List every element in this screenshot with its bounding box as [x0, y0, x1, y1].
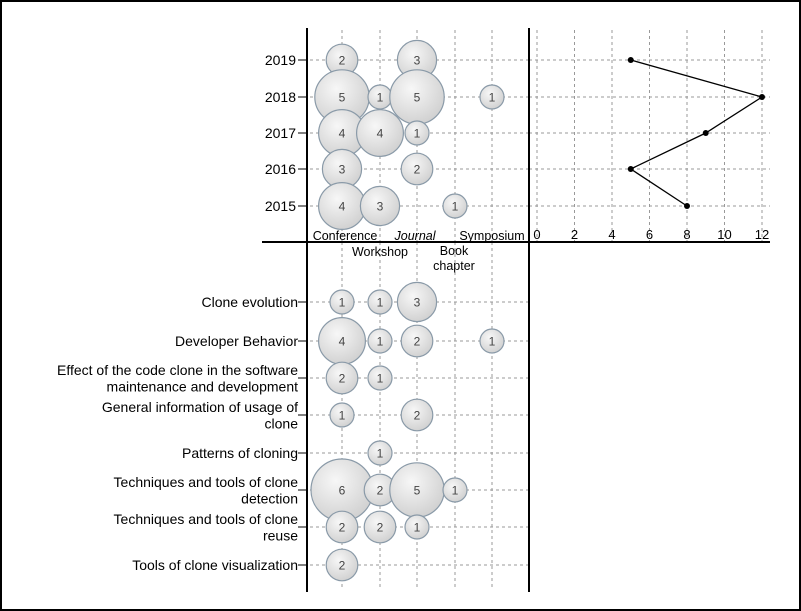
- bubble-2015-conference-label: 4: [339, 200, 346, 214]
- bubble-topic2-workshop-label: 1: [377, 372, 384, 386]
- bubble-topic2-conference-label: 2: [339, 372, 346, 386]
- bubble-2015-book-chapter: [442, 193, 468, 219]
- bubble-topic7-conference-label: 2: [339, 559, 346, 573]
- year-total-point-2016: [627, 166, 634, 172]
- bubble-topic0-conference: [329, 289, 355, 315]
- bubble-2017-workshop: [356, 108, 405, 157]
- year-total-point-2017: [702, 130, 709, 136]
- bubble-topic0-journal: [396, 281, 438, 323]
- bubble-topic6-conference-label: 2: [339, 521, 346, 535]
- year-label-2016: 2016: [265, 161, 296, 177]
- venue-label-workshop: Workshop: [352, 245, 408, 259]
- bubble-topic0-workshop: [367, 289, 393, 315]
- bubble-topic6-workshop: [363, 510, 397, 544]
- bubble-2016-journal: [400, 152, 434, 186]
- x-tick-label: 8: [683, 227, 690, 242]
- venue-label-journal: Journal: [394, 229, 437, 243]
- bubble-2015-workshop-label: 3: [377, 200, 384, 214]
- venue-label-conference: Conference: [313, 229, 378, 243]
- year-total-point-2019: [627, 57, 634, 63]
- topic-label-general-information-of-usage-of-clone: General information of usage of clone: [102, 399, 298, 432]
- bubble-topic6-journal: [404, 514, 430, 540]
- bubble-topic3-journal-label: 2: [414, 409, 421, 423]
- bubble-2017-workshop-label: 4: [377, 127, 384, 141]
- bubble-2016-journal-label: 2: [414, 163, 421, 177]
- bubble-topic0-conference-label: 1: [339, 296, 346, 310]
- bubble-topic1-symposium: [479, 328, 505, 354]
- bubble-2015-book-chapter-label: 1: [452, 200, 459, 214]
- x-tick-label: 0: [533, 227, 540, 242]
- bubble-topic1-journal: [400, 324, 434, 358]
- bubble-topic1-symposium-label: 1: [489, 335, 496, 349]
- x-tick-label: 6: [646, 227, 653, 242]
- bubble-topic4-workshop: [367, 440, 393, 466]
- year-label-2018: 2018: [265, 89, 296, 105]
- bubble-2018-journal-label: 5: [414, 91, 421, 105]
- bubble-topic2-conference: [325, 361, 359, 395]
- bubble-topic7-conference: [325, 548, 359, 582]
- bubble-topic0-journal-label: 3: [414, 296, 421, 310]
- year-total-point-2018: [759, 94, 765, 100]
- bubble-topic1-workshop: [367, 328, 393, 354]
- bubble-topic6-journal-label: 1: [414, 521, 421, 535]
- venue-label-book-chapter: chapter: [433, 259, 475, 273]
- x-tick-label: 12: [755, 227, 769, 242]
- bubble-2019-conference-label: 2: [339, 54, 346, 68]
- year-total-point-2015: [684, 203, 690, 209]
- bubble-topic1-conference-label: 4: [339, 335, 346, 349]
- bubble-topic4-workshop-label: 1: [377, 447, 384, 461]
- bubble-topic5-journal-label: 5: [414, 484, 421, 498]
- bubble-topic5-book-chapter: [442, 477, 468, 503]
- bubble-2018-workshop-label: 1: [377, 91, 384, 105]
- topic-label-techniques-and-tools-of-clone-detection: Techniques and tools of clone detection: [114, 474, 299, 507]
- venue-label-symposium: Symposium: [459, 229, 524, 243]
- bubble-topic5-book-chapter-label: 1: [452, 484, 459, 498]
- topic-label-tools-of-clone-visualization: Tools of clone visualization: [132, 557, 298, 573]
- topic-label-developer-behavior: Developer Behavior: [175, 333, 298, 349]
- topic-label-effect-of-the-code-clone-in-the-software: Effect of the code clone in the software…: [57, 362, 298, 395]
- bubble-topic0-workshop-label: 1: [377, 296, 384, 310]
- bubble-2016-conference-label: 3: [339, 163, 346, 177]
- bubble-2017-journal-label: 1: [414, 127, 421, 141]
- topic-label-techniques-and-tools-of-clone-reuse: Techniques and tools of clone reuse: [114, 511, 299, 544]
- bubble-topic3-conference: [329, 402, 355, 428]
- topic-label-clone-evolution: Clone evolution: [201, 294, 298, 310]
- bubble-topic5-workshop-label: 2: [377, 484, 384, 498]
- bubble-2017-conference-label: 4: [339, 127, 346, 141]
- x-tick-label: 10: [717, 227, 731, 242]
- year-label-2017: 2017: [265, 125, 296, 141]
- bubble-topic3-journal: [400, 398, 434, 432]
- bubble-topic5-conference-label: 6: [339, 484, 346, 498]
- topic-label-patterns-of-cloning: Patterns of cloning: [182, 445, 298, 461]
- x-tick-label: 2: [571, 227, 578, 242]
- year-label-2015: 2015: [265, 198, 296, 214]
- bubble-topic3-conference-label: 1: [339, 409, 346, 423]
- x-tick-label: 4: [608, 227, 615, 242]
- venue-label-book-chapter: Book: [440, 244, 469, 258]
- bubble-topic1-journal-label: 2: [414, 335, 421, 349]
- bubble-2018-symposium-label: 1: [489, 91, 496, 105]
- bubble-2019-journal-label: 3: [414, 54, 421, 68]
- bubble-topic2-workshop: [367, 365, 393, 391]
- bubble-2015-workshop: [359, 185, 401, 227]
- bubble-topic6-workshop-label: 2: [377, 521, 384, 535]
- bubble-topic6-conference: [325, 510, 359, 544]
- bubble-2017-journal: [404, 120, 430, 146]
- year-label-2019: 2019: [265, 52, 296, 68]
- bubble-2018-symposium: [479, 84, 505, 110]
- bubble-2018-conference-label: 5: [339, 91, 346, 105]
- bubble-topic1-workshop-label: 1: [377, 335, 384, 349]
